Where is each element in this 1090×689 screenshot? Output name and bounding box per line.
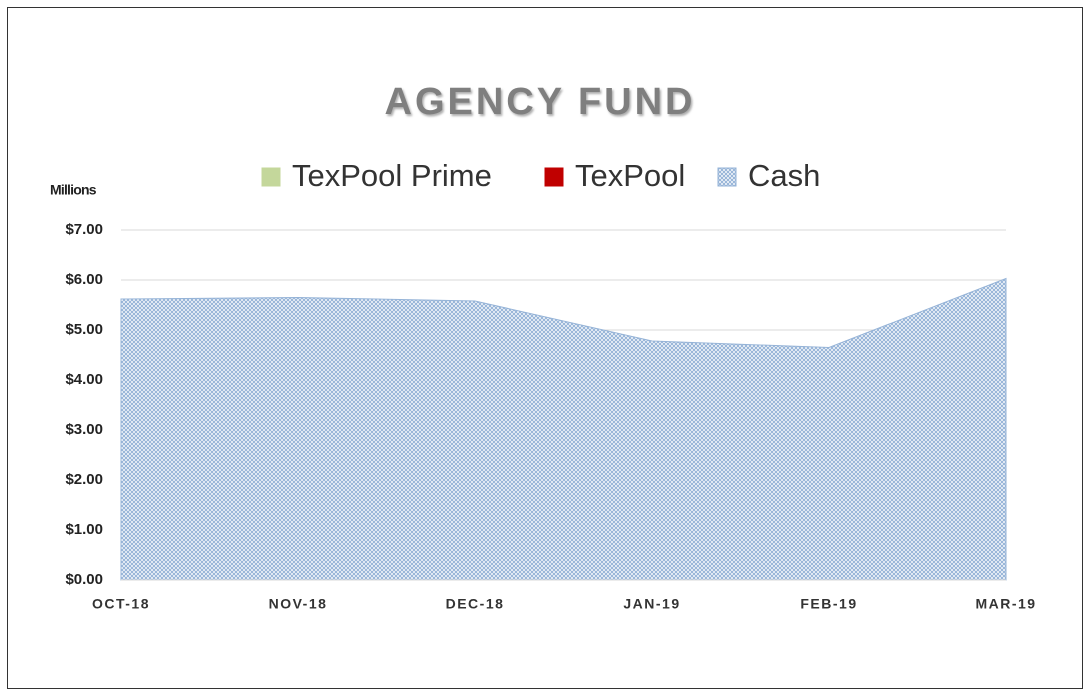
y-tick-label: $2.00 [65,471,103,488]
x-tick-label: OCT-18 [92,596,150,612]
x-tick-label: DEC-18 [446,596,505,612]
area [120,277,1007,581]
y-tick-label: $4.00 [65,371,103,388]
legend-label: TexPool [575,158,685,193]
legend-swatch [544,167,564,187]
x-tick-label: NOV-18 [269,596,328,612]
x-tick-label: MAR-19 [975,596,1036,612]
legend-swatch [717,167,737,187]
y-axis-label: Millions [50,182,97,198]
x-tick-label: JAN-19 [623,596,680,612]
y-tick-label: $7.00 [65,221,103,238]
legend-swatch [261,167,281,187]
y-tick-label: $3.00 [65,421,103,438]
y-tick-label: $6.00 [65,271,103,288]
y-tick-label: $1.00 [65,521,103,538]
x-tick-label: FEB-19 [800,596,857,612]
legend-label: TexPool Prime [292,158,492,193]
chart-title: AGENCY FUND [385,81,696,123]
legend-label: Cash [748,158,820,193]
y-tick-label: $5.00 [65,321,103,338]
y-tick-label: $0.00 [65,571,103,588]
